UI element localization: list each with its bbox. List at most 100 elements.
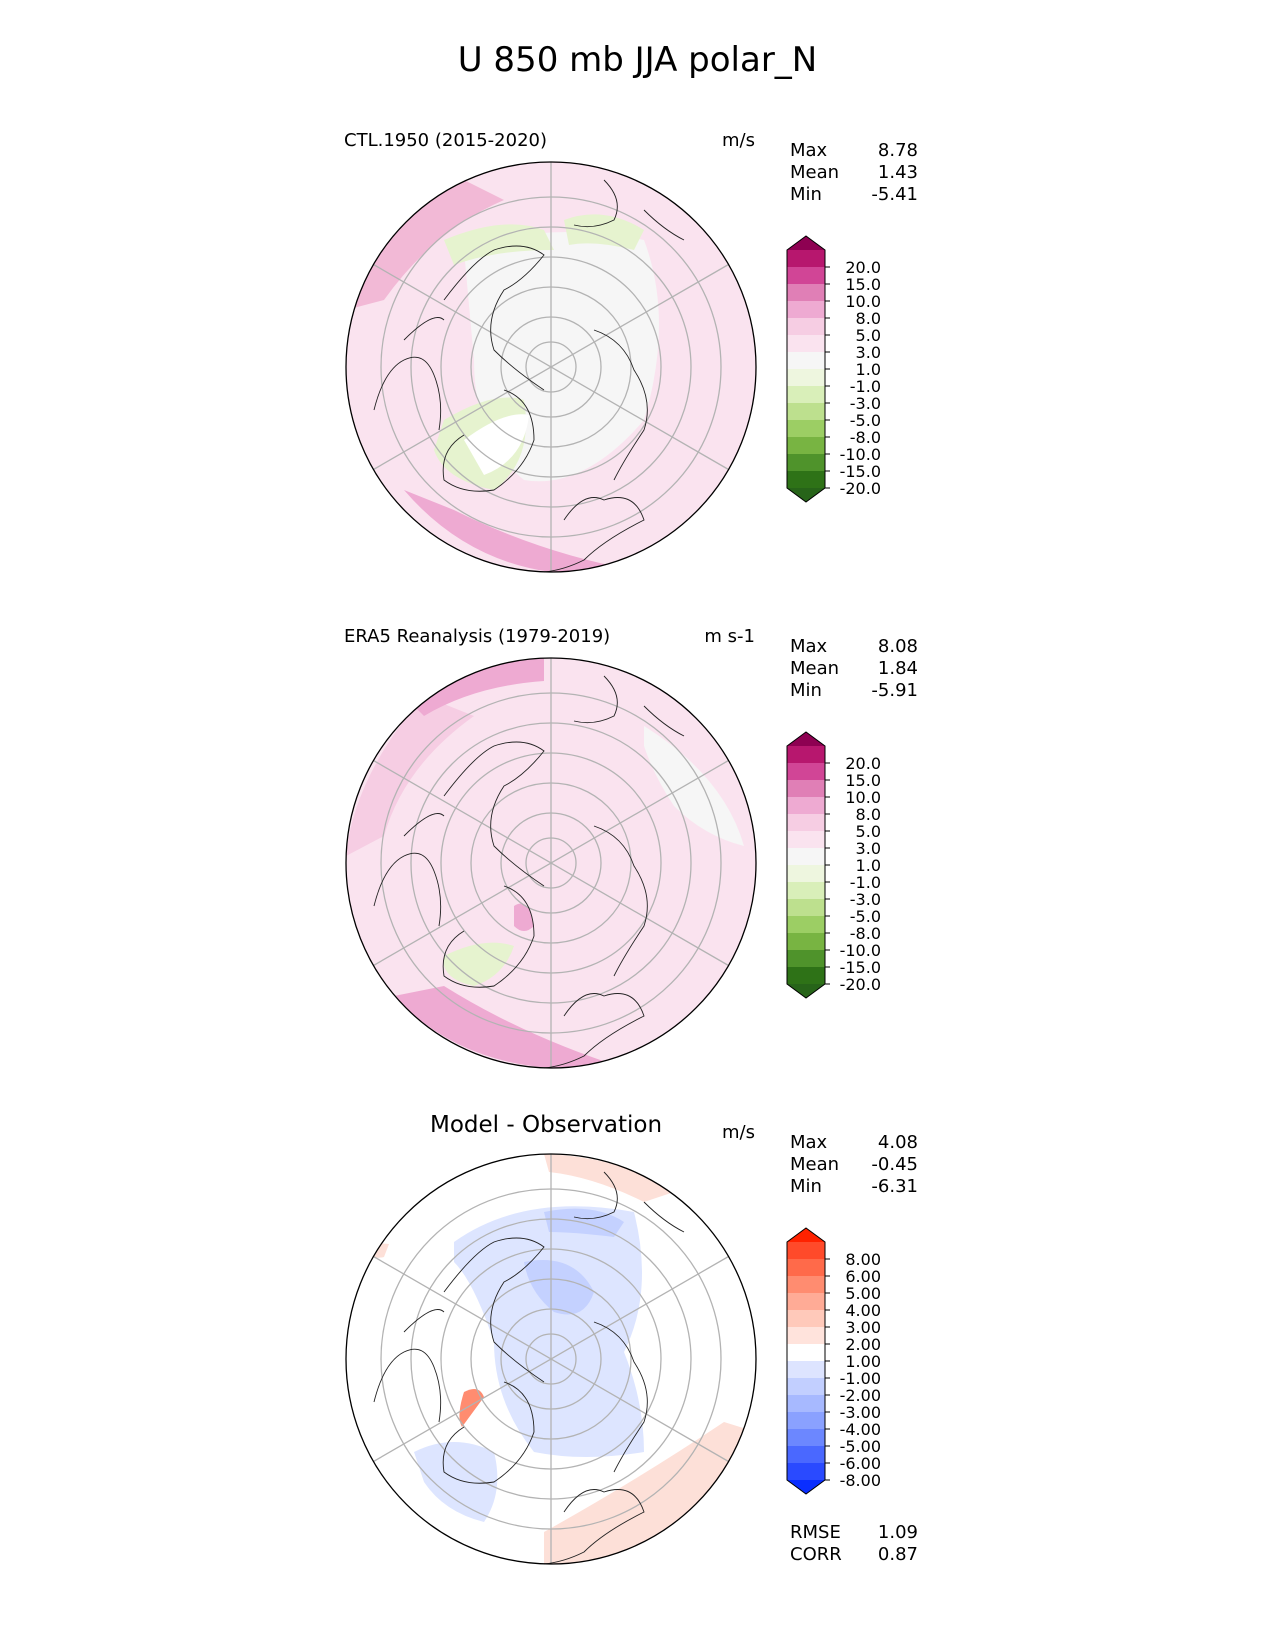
stat-min: -5.41 [871,184,918,205]
colorbar-segment [787,950,825,968]
colorbar-segment [787,933,825,951]
stat-label: Mean [790,162,840,183]
field-shading-negative [454,1206,644,1457]
colorbar-tick-label: 3.0 [856,839,881,858]
stat-max: 4.08 [877,1132,918,1153]
polar-map [345,1153,757,1565]
colorbar-tick-label: 10.0 [845,788,881,807]
colorbar-tick-label: 5.00 [845,1284,881,1303]
colorbar-segment [787,831,825,849]
colorbar-segments: 20.015.010.08.05.03.01.0-1.0-3.0-5.0-8.0… [786,731,881,999]
colorbar-tick-label: 6.00 [845,1267,881,1286]
colorbar-segment [787,1259,825,1277]
colorbar-tick-label: 8.0 [856,309,881,328]
panel-units: m/s [722,130,755,151]
colorbar-segment [787,1344,825,1362]
graticule [373,162,729,572]
colorbar-tick-label: -3.0 [850,394,881,413]
colorbar-extend-min [787,488,825,502]
stat-mean: 1.43 [877,162,918,183]
colorbar-segment [787,301,825,319]
stats-box: Max 8.78 Mean 1.43 Min -5.41 [790,140,918,206]
colorbar-segments: 8.006.005.004.003.002.001.00-1.00-2.00-3… [786,1227,881,1495]
colorbar-segment [787,267,825,285]
colorbar-segment [787,1395,825,1413]
stat-label: Min [790,184,822,205]
stat-mean: -0.45 [871,1154,918,1175]
colorbar-segment [787,369,825,387]
colorbar-segment [787,780,825,798]
colorbar-segment [787,865,825,883]
stat-max: 8.08 [877,636,918,657]
graticule [373,658,729,1068]
colorbar-tick-label: 20.0 [845,258,881,277]
colorbar-tick-label: -5.0 [850,411,881,430]
colorbar: 20.015.010.08.05.03.01.0-1.0-3.0-5.0-8.0… [786,235,881,503]
colorbar-tick-label: -10.0 [840,445,881,464]
colorbar-tick-label: -15.0 [840,462,881,481]
field-shading-negative [414,1442,498,1522]
colorbar-segment [787,471,825,489]
colorbar-segment [787,250,825,268]
stat-label: Mean [790,658,840,679]
map-boundary [345,657,757,1069]
stats-box: Max 4.08 Mean -0.45 Min -6.31 [790,1132,918,1198]
field-shading-negative [464,414,529,475]
coastlines [373,179,685,573]
colorbar-tick-label: 10.0 [845,292,881,311]
colorbar-tick-label: 4.00 [845,1301,881,1320]
colorbar-segment [787,335,825,353]
colorbar-segment [787,1310,825,1328]
colorbar-tick-label: -2.00 [840,1386,881,1405]
colorbar-tick-label: 15.0 [845,771,881,790]
colorbar-tick-label: -3.00 [840,1403,881,1422]
colorbar-segment [787,386,825,404]
stat-min: -6.31 [871,1176,918,1197]
colorbar-segment [787,1378,825,1396]
colorbar-tick-label: -3.0 [850,890,881,909]
colorbar-segment [787,352,825,370]
stats-box: Max 8.08 Mean 1.84 Min -5.91 [790,636,918,702]
colorbar-segments: 20.015.010.08.05.03.01.0-1.0-3.0-5.0-8.0… [786,235,881,503]
panel-title: CTL.1950 (2015-2020) [344,130,548,151]
field-shading-negative [524,1260,594,1315]
stat-label: Mean [790,1154,840,1175]
stat-label: Min [790,680,822,701]
colorbar-segment [787,318,825,336]
panel-title: Model - Observation [430,1112,663,1138]
colorbar-extend-min [787,984,825,998]
colorbar: 8.006.005.004.003.002.001.00-1.00-2.00-3… [786,1227,881,1495]
metrics-box: RMSE 1.09 CORR 0.87 [790,1522,918,1566]
colorbar-tick-label: 5.0 [856,326,881,345]
colorbar-tick-label: 1.00 [845,1352,881,1371]
colorbar-segment [787,284,825,302]
colorbar-segment [787,967,825,985]
colorbar-segment [787,882,825,900]
panel-units: m/s [722,1122,755,1143]
colorbar-tick-label: 8.0 [856,805,881,824]
panel-model: CTL.1950 (2015-2020) m/s Max 8.78 Mean 1.4… [0,130,1275,620]
field-shading-positive [544,1422,756,1564]
metric-label: CORR [790,1544,842,1565]
coastlines [373,675,685,1069]
colorbar-segment [787,797,825,815]
field-shading-strong [404,490,644,572]
stat-label: Max [790,140,828,161]
colorbar-segment [787,1276,825,1294]
polar-map [345,161,757,573]
panel-observation: ERA5 Reanalysis (1979-2019) m s-1 Max 8.0… [0,626,1275,1116]
colorbar-tick-label: -5.0 [850,907,881,926]
colorbar-tick-label: 2.00 [845,1335,881,1354]
colorbar-segment [787,1429,825,1447]
colorbar-segment [787,1463,825,1481]
metric-rmse: 1.09 [877,1522,918,1543]
panel-difference: Model - Observation m/s Max 4.08 Mean -0.4… [0,1112,1275,1612]
colorbar-tick-label: -20.0 [840,479,881,498]
stat-max: 8.78 [877,140,918,161]
colorbar-tick-label: -8.00 [840,1471,881,1490]
colorbar-tick-label: 15.0 [845,275,881,294]
colorbar-segment [787,1293,825,1311]
coastlines [373,1171,685,1565]
colorbar-segment [787,1327,825,1345]
colorbar-segment [787,899,825,917]
